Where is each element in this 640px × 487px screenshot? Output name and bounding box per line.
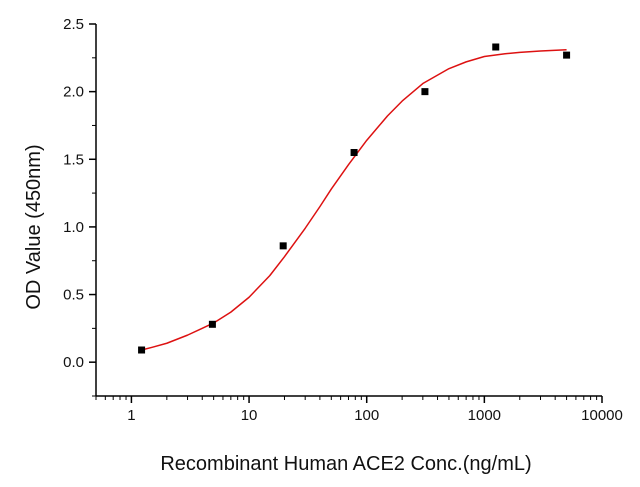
y-tick-label: 1.0 <box>63 219 84 236</box>
fit-curve-line <box>141 48 567 351</box>
x-tick-label: 1000 <box>468 407 501 424</box>
x-axis-title: Recombinant Human ACE2 Conc.(ng/mL) <box>160 453 531 475</box>
y-tick-label: 1.5 <box>63 151 84 168</box>
data-point <box>279 242 287 250</box>
x-tick-label: 10000 <box>581 407 623 424</box>
y-tick-label: 2.0 <box>63 84 84 101</box>
data-point <box>138 346 146 354</box>
data-point <box>208 320 216 328</box>
y-axis-title: OD Value (450nm) <box>23 144 45 309</box>
data-point <box>563 51 571 59</box>
x-tick-label: 1 <box>127 407 135 424</box>
data-point <box>421 88 429 96</box>
data-point <box>492 43 500 51</box>
data-point <box>350 149 358 157</box>
ticks: 1 10 100 1000 10000 0.0 0.5 1.0 1.5 2.0 2.5 <box>63 16 623 424</box>
y-tick-label: 0.0 <box>63 354 84 371</box>
fit-curve-layer <box>141 48 567 351</box>
data-points-layer <box>138 43 571 354</box>
x-tick-label: 10 <box>241 407 258 424</box>
y-tick-label: 0.5 <box>63 287 84 304</box>
x-tick-label: 100 <box>354 407 379 424</box>
axes <box>95 24 602 397</box>
y-tick-label: 2.5 <box>63 16 84 33</box>
